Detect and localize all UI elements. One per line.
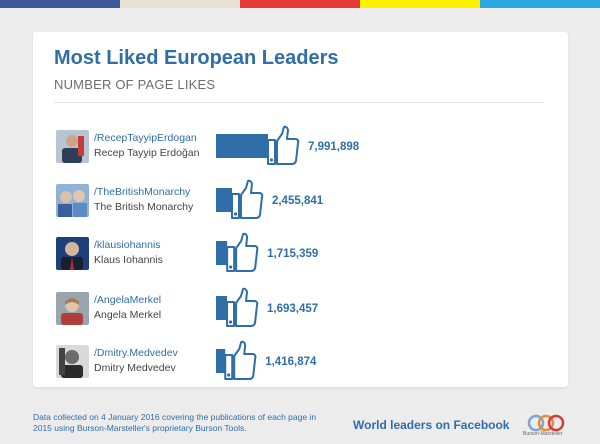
logo-label: Burson-Marsteller xyxy=(523,431,563,437)
footer-tagline: World leaders on Facebook xyxy=(353,418,510,432)
thumbs-up-icon xyxy=(224,340,257,380)
bar-group: 1,416,874 xyxy=(216,340,317,380)
leader-name: Recep Tayyip Erdoğan xyxy=(94,147,200,159)
avatar-merkel xyxy=(56,292,89,325)
leader-handle-link[interactable]: /AngelaMerkel xyxy=(94,294,162,306)
leader-name: Klaus Iohannis xyxy=(94,254,163,266)
bar xyxy=(216,134,268,158)
color-strip xyxy=(0,0,600,8)
strip-segment xyxy=(360,0,480,8)
leader-row: /TheBritishMonarchy The British Monarchy xyxy=(56,180,556,220)
leader-row: /klausiohannis Klaus Iohannis xyxy=(56,233,556,273)
avatar-monarchy xyxy=(56,184,89,217)
thumbs-up-icon xyxy=(226,232,259,272)
chart-card: Most Liked European Leaders NUMBER OF PA… xyxy=(33,32,568,387)
chart-subtitle: NUMBER OF PAGE LIKES xyxy=(54,77,216,92)
avatar-erdogan xyxy=(56,130,89,163)
logo-text: Burson-Marsteller xyxy=(523,431,562,437)
bar-group: 1,693,457 xyxy=(216,287,318,327)
bar xyxy=(216,296,228,320)
leader-name: Angela Merkel xyxy=(94,309,162,321)
strip-segment xyxy=(0,0,120,8)
leader-name: Dmitry Medvedev xyxy=(94,362,176,374)
leader-row: /Dmitry.Medvedev Dmitry Medvedev xyxy=(56,341,556,381)
leader-row: /RecepTayyipErdogan Recep Tayyip Erdoğan xyxy=(56,126,556,166)
bar-group: 7,991,898 xyxy=(216,125,360,165)
bar-value-label: 1,715,359 xyxy=(267,248,318,260)
thumbs-up-icon xyxy=(226,287,259,327)
strip-segment xyxy=(240,0,360,8)
avatar-medvedev xyxy=(56,345,89,378)
bar xyxy=(216,241,228,265)
leader-handle-link[interactable]: /RecepTayyipErdogan xyxy=(94,132,197,144)
strip-segment xyxy=(120,0,240,8)
leader-handle-link[interactable]: /Dmitry.Medvedev xyxy=(94,347,178,359)
leader-handle-link[interactable]: /klausiohannis xyxy=(94,239,161,251)
bar-group: 2,455,841 xyxy=(216,179,324,219)
strip-segment xyxy=(480,0,600,8)
leader-name: The British Monarchy xyxy=(94,201,194,213)
bar-value-label: 1,693,457 xyxy=(267,303,318,315)
leader-handle-link[interactable]: /TheBritishMonarchy xyxy=(94,186,191,198)
bar-value-label: 7,991,898 xyxy=(308,141,360,153)
divider xyxy=(54,102,544,103)
bar xyxy=(216,188,232,212)
chart-title: Most Liked European Leaders xyxy=(54,47,339,69)
avatar-iohannis xyxy=(56,237,89,270)
footnote: Data collected on 4 January 2016 coverin… xyxy=(33,412,317,433)
leader-row: /AngelaMerkel Angela Merkel xyxy=(56,288,556,328)
thumbs-up-icon xyxy=(230,179,264,219)
company-logo xyxy=(526,413,570,441)
bar xyxy=(216,349,226,373)
bar-chart: 7,991,898 2,455,841 1,715,359 1,693,457 1,41… xyxy=(216,125,360,380)
bar-group: 1,715,359 xyxy=(216,232,318,272)
thumbs-up-icon xyxy=(267,125,300,165)
bar-value-label: 1,416,874 xyxy=(265,356,317,368)
bar-value-label: 2,455,841 xyxy=(272,195,324,207)
